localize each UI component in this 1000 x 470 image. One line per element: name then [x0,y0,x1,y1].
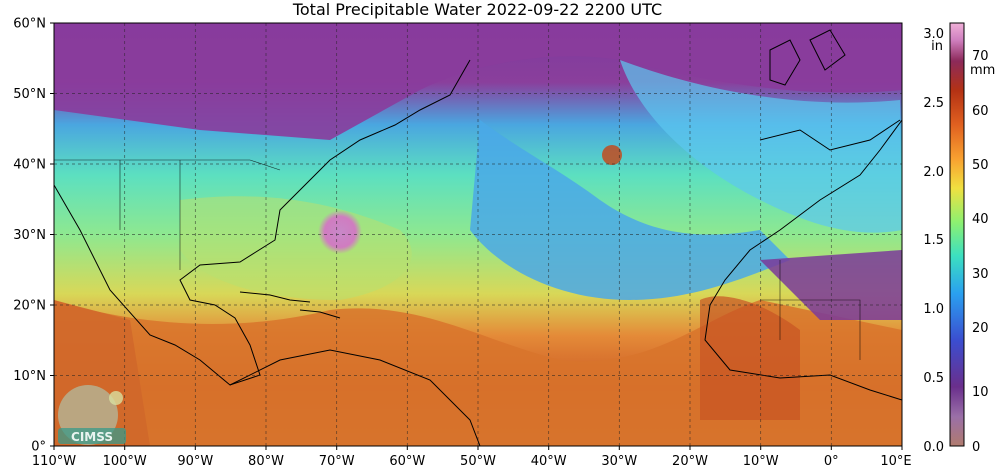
africa-moist-region [700,296,800,420]
lon-label: 0° [824,454,839,469]
logo-sun [109,391,123,405]
dry-air-region [470,120,790,300]
logo-banner [58,428,126,444]
logo-text: CIMSS [71,430,113,444]
cimss-logo: CIMSS [58,385,126,445]
lon-ticks [53,446,903,450]
lon-label: 80°W [248,454,284,469]
mm-tick: 60 [972,104,989,119]
lon-label: 30°W [601,454,637,469]
colorbar-inch-ticks: 3.0 2.5 2.0 1.5 1.0 0.5 0.0 [923,27,944,455]
lon-label: 110°W [32,454,76,469]
mm-tick: 40 [972,212,989,227]
inch-tick: 0.0 [923,440,944,455]
hurricane-feature [318,210,362,254]
lat-label: 50°N [13,87,46,102]
mm-tick: 20 [972,321,989,336]
tpw-field: CIMSS [54,23,902,446]
lat-label: 30°N [13,228,46,243]
mm-tick: 70 [972,49,989,64]
lat-label: 10°N [13,369,46,384]
colorbar-mm-ticks: 70 60 50 40 30 20 10 0 [972,49,989,455]
inch-tick: 0.5 [923,371,944,386]
borders [54,159,861,360]
lon-label: 10°E [880,454,911,469]
mm-tick: 10 [972,385,989,400]
mm-tick: 0 [972,440,980,455]
inch-tick: 3.0 [923,27,944,42]
moist-spot [602,145,622,165]
inch-tick: 1.5 [923,233,944,248]
lat-label: 60°N [13,17,46,32]
inch-tick: 2.5 [923,96,944,111]
lon-label: 100°W [103,454,147,469]
lat-ticks [50,22,54,447]
longitude-axis: 110°W 100°W 90°W 80°W 70°W 60°W 50°W 40°… [32,454,912,469]
northern-dry-region [54,23,902,140]
lon-label: 10°W [743,454,779,469]
latitude-axis: 60°N 50°N 40°N 30°N 20°N 10°N 0° [13,17,46,455]
lon-label: 60°W [389,454,425,469]
mm-tick: 30 [972,267,989,282]
coastlines [54,29,902,446]
lat-label: 20°N [13,299,46,314]
colorbar-gradient [949,22,965,447]
lon-label: 20°W [672,454,708,469]
lon-label: 50°W [460,454,496,469]
colorbar-mm-unit: mm [970,63,995,78]
inch-tick: 2.0 [923,165,944,180]
colorbar: in mm 3.0 2.5 2.0 1.5 1.0 0.5 0.0 70 60 … [923,22,995,455]
lat-label: 0° [31,440,46,455]
inch-tick: 1.0 [923,302,944,317]
lat-label: 40°N [13,158,46,173]
figure-title: Total Precipitable Water 2022-09-22 2200… [292,0,663,19]
mm-tick: 50 [972,158,989,173]
lon-label: 70°W [319,454,355,469]
graticule [54,23,902,446]
sahara-dry-region [760,250,902,320]
colorbar-inch-unit: in [931,39,943,54]
lon-label: 40°W [531,454,567,469]
lon-label: 90°W [177,454,213,469]
